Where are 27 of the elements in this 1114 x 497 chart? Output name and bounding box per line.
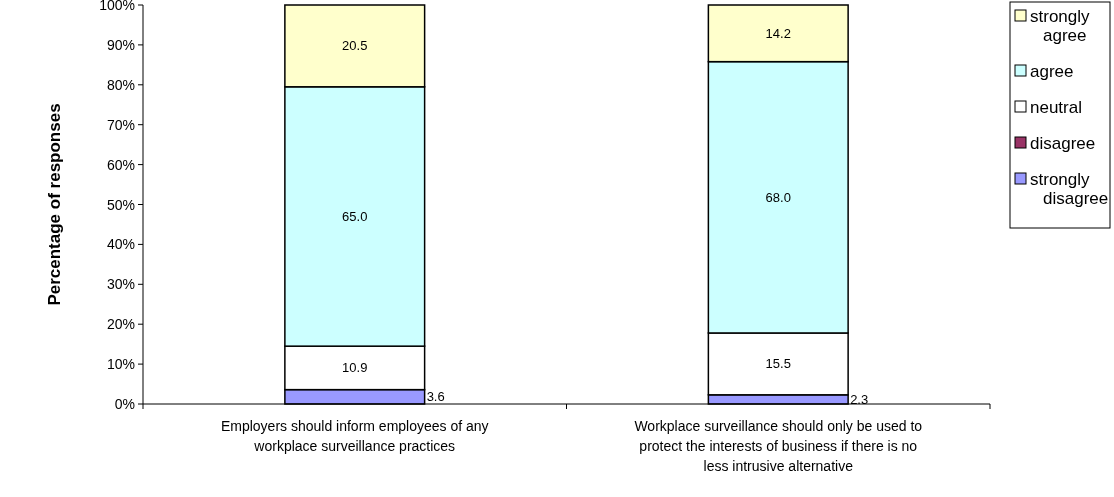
y-tick-label: 70% <box>106 116 135 133</box>
data-label: 65.0 <box>342 208 368 224</box>
y-tick-label: 80% <box>106 76 135 93</box>
data-label: 14.2 <box>765 25 791 41</box>
x-tick-label: Employers should inform employees of any workplace surveillance practices <box>220 418 489 454</box>
data-label: 3.6 <box>426 389 445 405</box>
y-tick-label: 50% <box>106 196 135 213</box>
data-label: 15.5 <box>765 356 791 372</box>
x-tick-label: Workplace surveillance should only be used to protect the interests of business if there is no less intrusive alternative <box>634 418 923 474</box>
y-axis-title: Percentage of responses <box>45 103 64 306</box>
y-tick-label: 20% <box>106 316 135 333</box>
y-tick-label: 60% <box>106 156 135 173</box>
legend-label: agree <box>1030 61 1074 81</box>
y-tick-label: 100% <box>99 0 135 13</box>
y-tick-label: 90% <box>106 36 135 53</box>
data-label: 2.3 <box>850 391 869 407</box>
legend-label: disagree <box>1030 133 1096 153</box>
y-tick-label: 30% <box>106 276 135 293</box>
data-label: 10.9 <box>342 360 368 376</box>
data-label: 68.0 <box>765 189 791 205</box>
y-tick-label: 10% <box>106 356 135 373</box>
y-tick-label: 40% <box>106 236 135 253</box>
legend-label: strongly agree <box>1030 6 1091 45</box>
legend-label: strongly disagree <box>1030 169 1109 208</box>
y-tick-label: 0% <box>114 396 135 412</box>
legend-label: neutral <box>1030 97 1082 117</box>
data-label: 20.5 <box>342 38 368 54</box>
